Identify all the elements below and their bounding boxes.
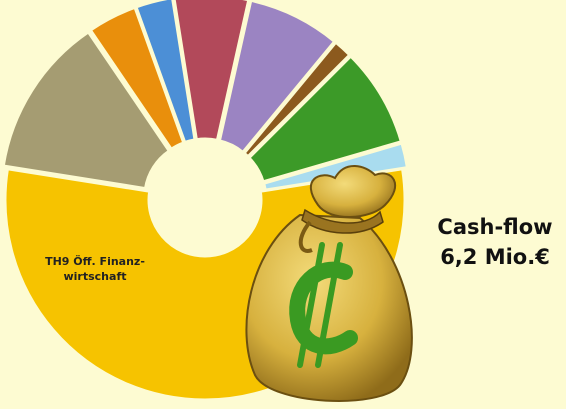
- money-bag: [245, 165, 413, 403]
- labels: TH9 Öff. Finanz-wirtschaft: [45, 254, 145, 283]
- donut-segment: [217, 0, 337, 155]
- donut-segment: [246, 53, 404, 184]
- donut-segment: [261, 141, 410, 192]
- segment-label: TH9 Öff. Finanz-wirtschaft: [45, 254, 145, 283]
- annotation: Cash-flow 6,2 Mio.€: [437, 215, 552, 269]
- donut-segment: [88, 5, 186, 152]
- donut-segment: [172, 0, 251, 143]
- annotation-text: Cash-flow: [437, 215, 552, 239]
- donut-segment: [1, 29, 172, 191]
- annotation-text: 6,2 Mio.€: [440, 245, 550, 269]
